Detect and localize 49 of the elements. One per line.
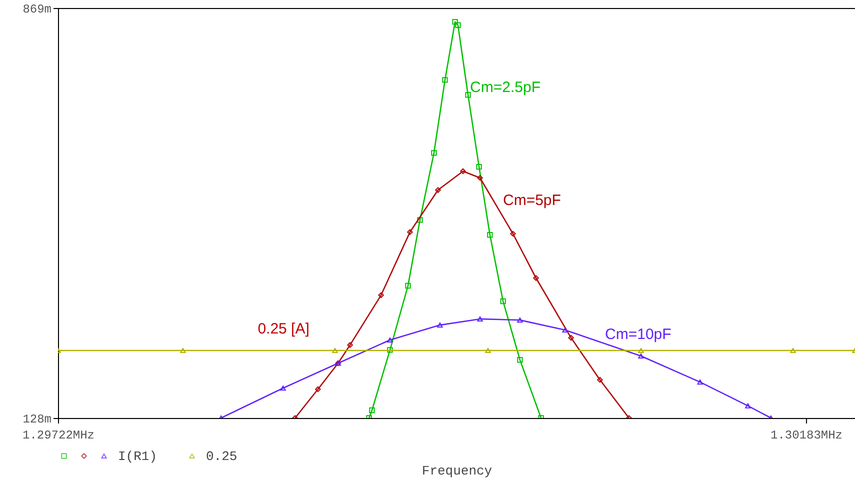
point bbox=[597, 376, 603, 383]
point bbox=[790, 348, 796, 354]
point bbox=[697, 380, 703, 385]
point bbox=[638, 348, 644, 354]
point bbox=[442, 77, 448, 83]
point bbox=[180, 348, 186, 354]
legend-title: I(R1) bbox=[118, 449, 158, 464]
point bbox=[638, 354, 644, 359]
point bbox=[517, 318, 523, 323]
x-tick-label: 1.30183MHz bbox=[770, 428, 843, 442]
point bbox=[485, 348, 491, 354]
point bbox=[562, 327, 568, 333]
y-tick-label: 869m bbox=[22, 2, 52, 16]
x-tick-label: 1.29722MHz bbox=[22, 428, 95, 442]
series-label: Cm=2.5pF bbox=[470, 78, 540, 96]
point bbox=[477, 316, 483, 322]
point bbox=[510, 230, 516, 237]
point bbox=[517, 357, 523, 363]
point bbox=[417, 217, 423, 223]
point bbox=[487, 232, 493, 238]
point bbox=[405, 282, 411, 289]
point bbox=[476, 164, 482, 170]
point bbox=[280, 386, 286, 391]
annotation: 0.25 [A] bbox=[258, 320, 310, 338]
series-label: Cm=10pF bbox=[605, 326, 672, 343]
point bbox=[369, 407, 375, 414]
y-tick-label: 128m bbox=[22, 412, 52, 426]
point bbox=[347, 342, 353, 348]
legend-label: 0.25 bbox=[206, 449, 238, 464]
point bbox=[315, 386, 321, 392]
point bbox=[387, 337, 393, 343]
point bbox=[533, 275, 539, 281]
point bbox=[437, 322, 443, 328]
point bbox=[568, 334, 574, 341]
point bbox=[500, 298, 506, 304]
series-label: Cm=5pF bbox=[502, 192, 561, 210]
point bbox=[452, 18, 458, 25]
point bbox=[435, 187, 441, 193]
point bbox=[378, 292, 384, 298]
point bbox=[745, 403, 751, 408]
x-axis-title: Frequency bbox=[422, 464, 492, 478]
point bbox=[407, 229, 413, 235]
point bbox=[477, 175, 483, 181]
point bbox=[431, 150, 437, 156]
point bbox=[465, 92, 471, 98]
point bbox=[332, 348, 338, 354]
point bbox=[460, 168, 466, 174]
point bbox=[387, 347, 393, 353]
point bbox=[455, 22, 461, 28]
